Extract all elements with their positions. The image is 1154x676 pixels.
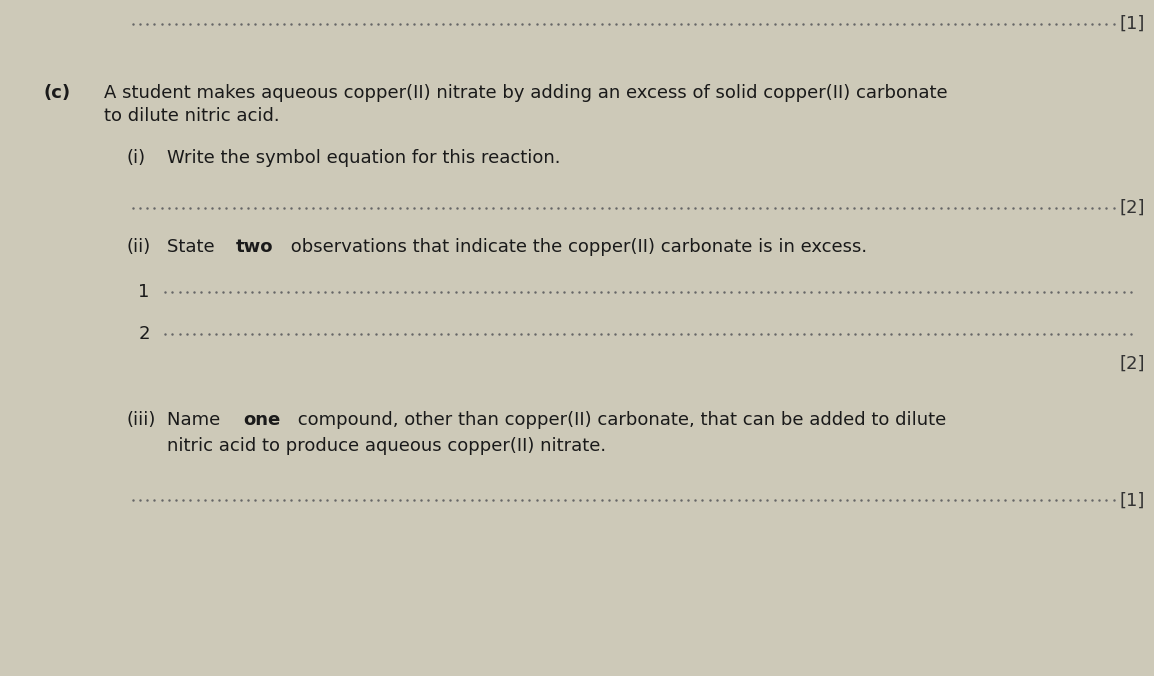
Text: State: State bbox=[167, 239, 220, 256]
Text: nitric acid to produce aqueous copper(II) nitrate.: nitric acid to produce aqueous copper(II… bbox=[167, 437, 607, 455]
Text: (iii): (iii) bbox=[127, 412, 156, 429]
Text: (i): (i) bbox=[127, 149, 147, 167]
Text: compound, other than copper(II) carbonate, that can be added to dilute: compound, other than copper(II) carbonat… bbox=[292, 412, 946, 429]
Text: Write the symbol equation for this reaction.: Write the symbol equation for this react… bbox=[167, 149, 561, 167]
Text: [2]: [2] bbox=[1119, 199, 1145, 216]
Text: (c): (c) bbox=[44, 84, 72, 102]
Text: to dilute nitric acid.: to dilute nitric acid. bbox=[104, 107, 279, 125]
Text: 2: 2 bbox=[138, 325, 150, 343]
Text: [2]: [2] bbox=[1119, 355, 1145, 372]
Text: (ii): (ii) bbox=[127, 239, 151, 256]
Text: observations that indicate the copper(II) carbonate is in excess.: observations that indicate the copper(II… bbox=[285, 239, 867, 256]
Text: two: two bbox=[237, 239, 273, 256]
Text: [1]: [1] bbox=[1119, 491, 1145, 509]
Text: [1]: [1] bbox=[1119, 15, 1145, 32]
Text: Name: Name bbox=[167, 412, 226, 429]
Text: 1: 1 bbox=[138, 283, 150, 301]
Text: one: one bbox=[243, 412, 280, 429]
Text: A student makes aqueous copper(II) nitrate by adding an excess of solid copper(I: A student makes aqueous copper(II) nitra… bbox=[104, 84, 947, 102]
